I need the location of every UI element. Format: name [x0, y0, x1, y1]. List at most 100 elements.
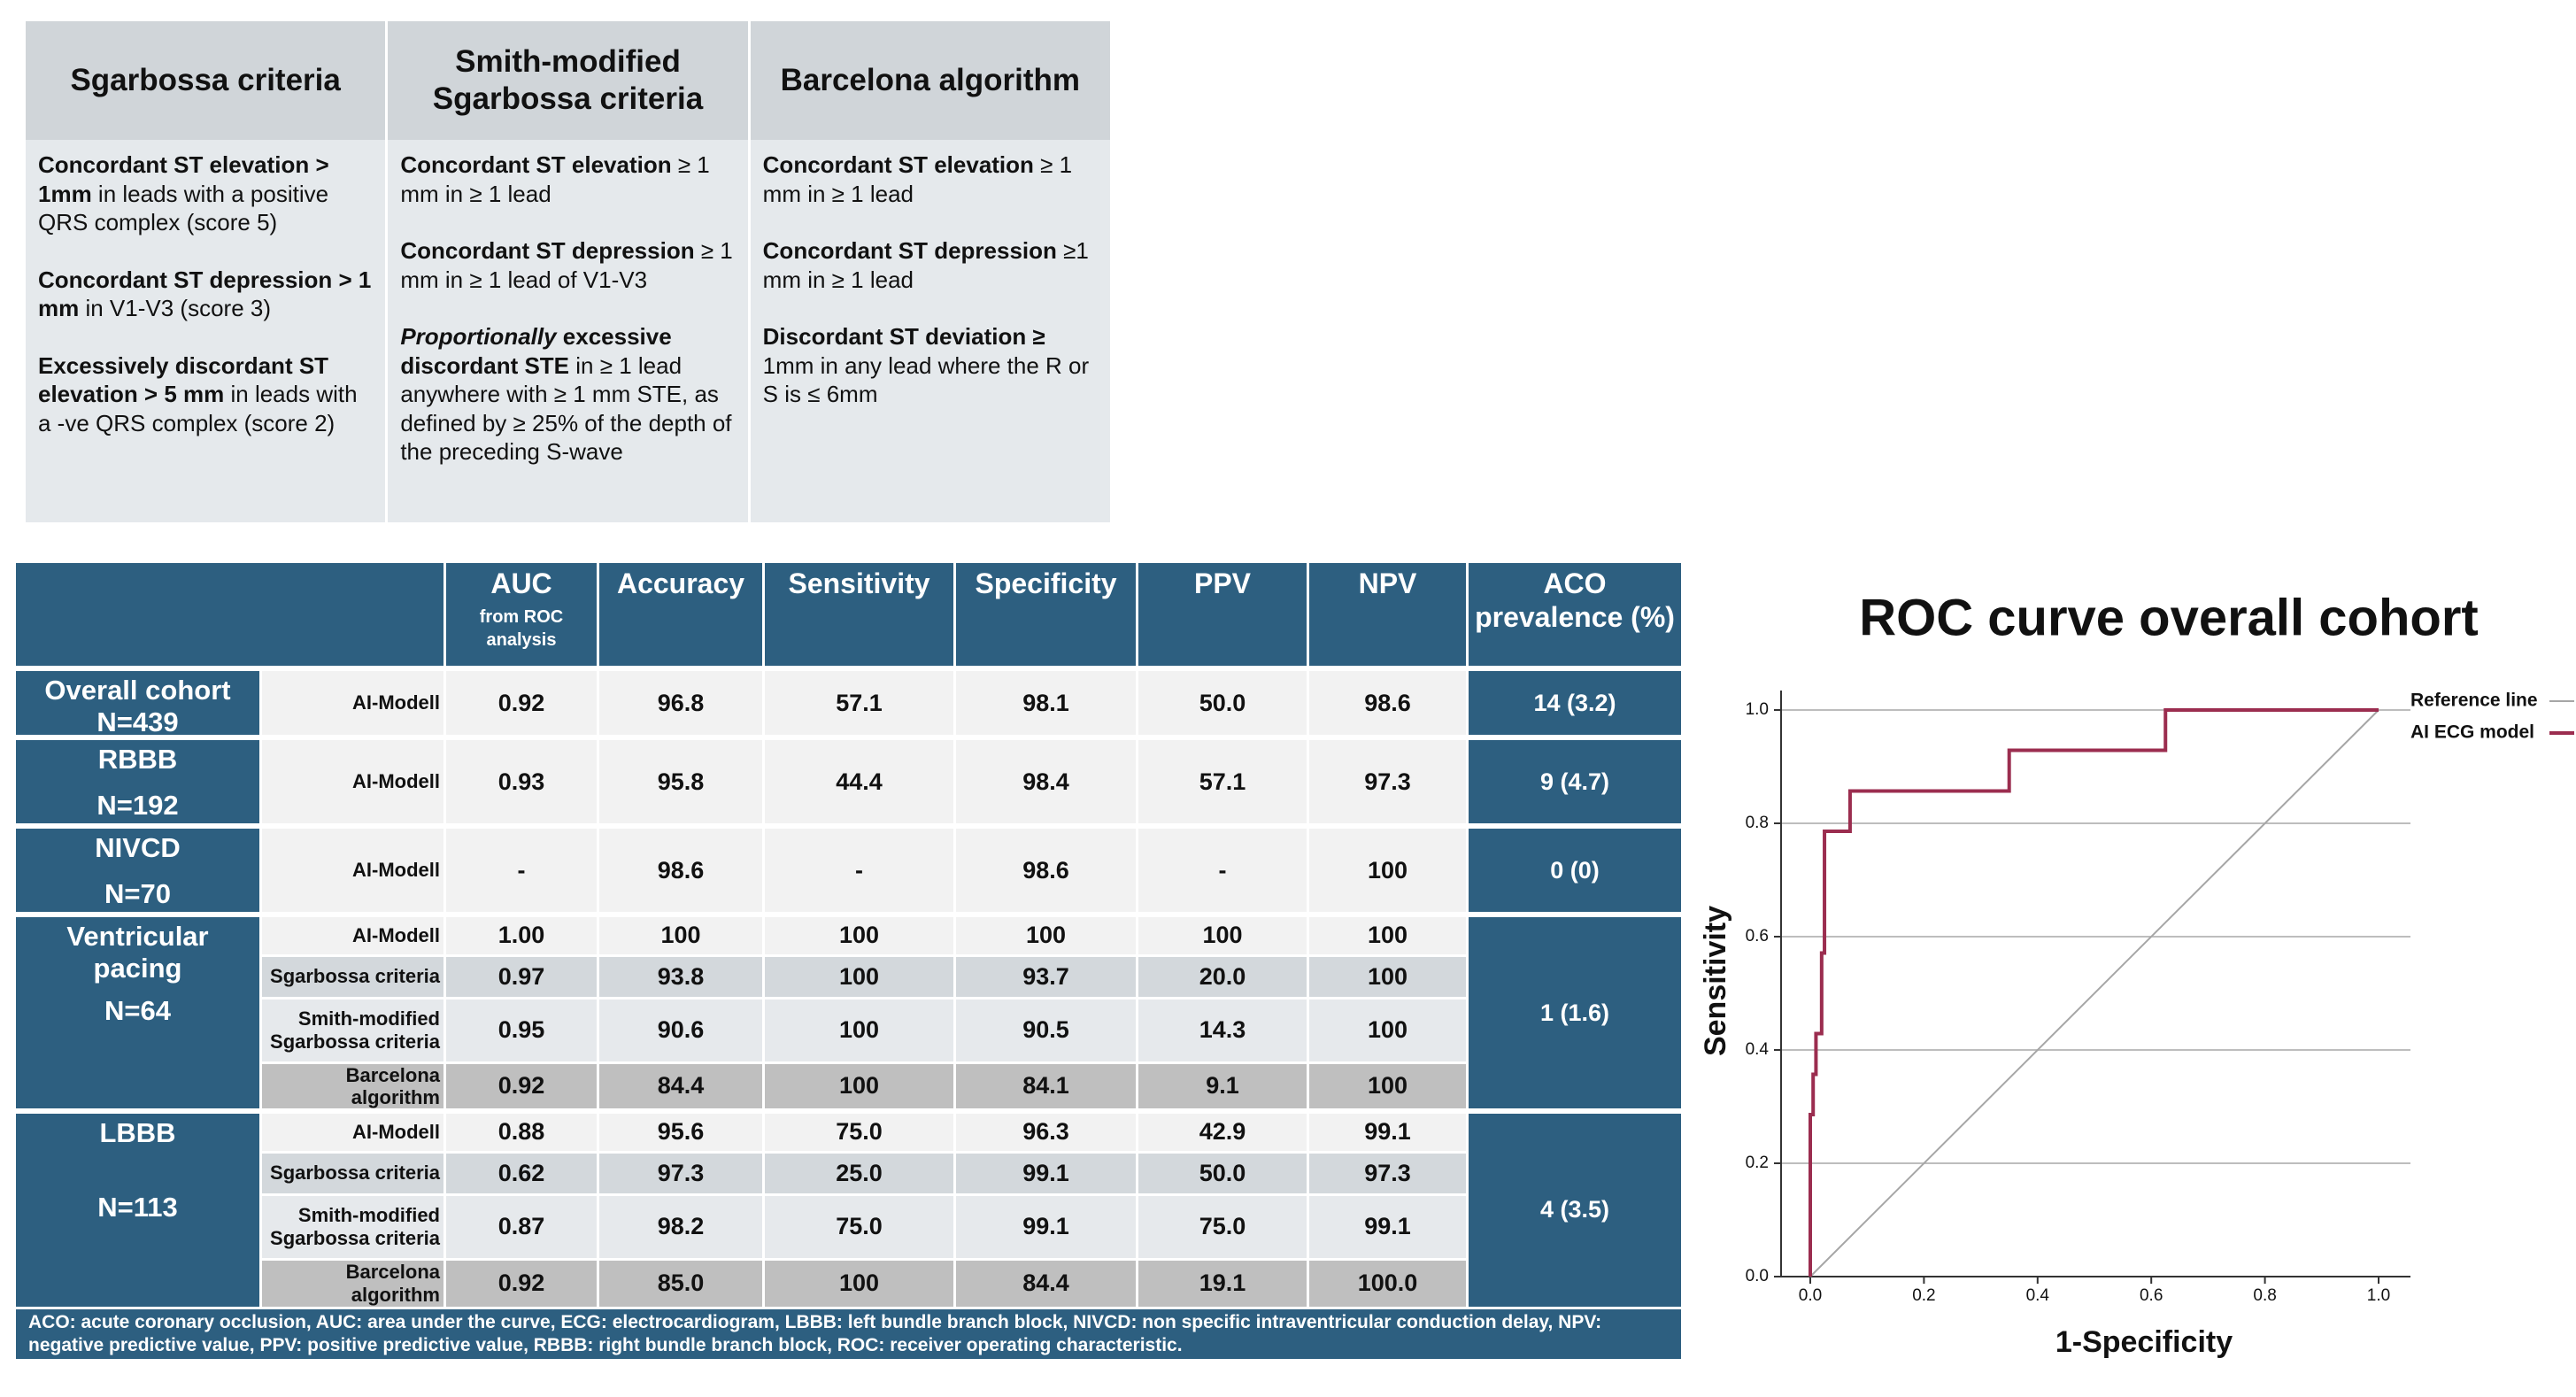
value-cell: 100.0 [1307, 1257, 1469, 1309]
value-cell: 97.3 [1307, 735, 1469, 828]
column-header: Specificity [953, 560, 1138, 670]
prevalence-cell: 1 (1.6) [1466, 911, 1684, 1113]
roc-line [1809, 708, 2379, 1277]
value-cell: 57.1 [762, 666, 956, 739]
column-title: Sensitivity [788, 567, 930, 599]
column-header: NPV [1307, 560, 1469, 670]
results-row: RBBB N=192 AI-Modell 0.93 95.8 44.4 98.4 57.1 97… [13, 735, 1684, 828]
criterion-text: Concordant ST elevation [762, 151, 1034, 178]
value-cell: 98.6 [1307, 666, 1469, 739]
value-cell: 19.1 [1136, 1257, 1309, 1309]
value-cell: 14.3 [1136, 996, 1309, 1064]
criterion-text: Concordant ST depression [400, 237, 695, 264]
criteria-cell: Concordant ST elevation ≥ 1 mm in ≥ 1 le… [747, 140, 1114, 522]
criteria-header: Sgarbossa criteria [22, 21, 389, 140]
method-cell: Sgarbossa criteria [259, 953, 446, 1000]
y-tick-label: 0.8 [1746, 814, 1769, 832]
value-cell: 20.0 [1136, 953, 1309, 1000]
value-cell: 75.0 [762, 1192, 956, 1261]
value-cell: 100 [762, 1061, 956, 1113]
x-tick-label: 0.2 [1912, 1286, 1935, 1305]
results-row: Barcelona algorithm 0.92 84.4 100 84.1 9.1 100 [15, 1061, 1683, 1113]
value-cell: 75.0 [1136, 1192, 1309, 1261]
value-cell: 100 [1307, 1061, 1469, 1113]
value-cell: 97.3 [1307, 1150, 1469, 1196]
results-row: Barcelona algorithm 0.92 85.0 100 84.4 19.1 10… [15, 1257, 1683, 1309]
value-cell: 84.4 [953, 1257, 1138, 1309]
group-n: N=192 [96, 790, 179, 822]
criterion-text: in ≥ 1 lead anywhere with ≥ 1 mm STE, as… [400, 351, 732, 466]
value-cell: 0.92 [443, 1061, 599, 1113]
value-cell: 0.92 [443, 1257, 599, 1309]
criterion: Concordant ST depression > 1 mm in V1-V3… [38, 266, 373, 323]
results-header-row: AUC from ROC analysis Accuracy Sensitivity S… [13, 560, 1684, 670]
method-cell: Smith-modified Sgarbossa criteria [259, 996, 446, 1064]
value-cell: 90.6 [597, 996, 765, 1064]
roc-chart: ROC curve overall cohort 1-Specificity S… [1699, 589, 2574, 1359]
group-cell: Overall cohort N=439 [13, 666, 262, 739]
group-box: Ventricular pacing N=64 [19, 921, 256, 1027]
results-row: Sgarbossa criteria 0.62 97.3 25.0 99.1 50.0 97… [15, 1150, 1683, 1196]
value-cell: 100 [1307, 912, 1469, 957]
criterion-text: Excessively discordant ST elevation > 5 … [38, 351, 329, 408]
criterion-text: Concordant ST depression > 1 mm [38, 266, 372, 322]
value-cell: - [443, 823, 599, 916]
y-tick-label: 1.0 [1746, 700, 1769, 719]
criterion-text: ≥ 1 mm in ≥ 1 lead [762, 151, 1073, 207]
prevalence-cell: 0 (0) [1466, 823, 1684, 916]
criterion-text: in V1-V3 (score 3) [79, 295, 271, 321]
criterion: Concordant ST depression ≥1 mm in ≥ 1 le… [763, 236, 1098, 294]
prevalence-cell: 9 (4.7) [1466, 735, 1684, 828]
method-cell: Sgarbossa criteria [259, 1150, 446, 1196]
footnote-row: ACO: acute coronary occlusion, AUC: area… [13, 1306, 1684, 1362]
value-cell: 99.1 [1307, 1108, 1469, 1154]
criterion: Discordant ST deviation ≥ 1mm in any lea… [763, 322, 1098, 409]
value-cell: 93.8 [597, 953, 765, 1000]
column-header: Accuracy [597, 560, 765, 670]
group-name: RBBB [97, 744, 178, 775]
criterion-text: 1mm in any lead where the R or S is ≤ 6m… [762, 351, 1090, 408]
y-tick-label: 0.6 [1746, 927, 1769, 945]
method-cell: Smith-modified Sgarbossa criteria [259, 1192, 446, 1261]
prevalence-cell: 14 (3.2) [1466, 666, 1684, 739]
value-cell: 57.1 [1136, 735, 1309, 828]
value-cell: 0.92 [443, 666, 599, 739]
results-row: NIVCD N=70 AI-Modell -98.6-98.6-100 0 (0) [13, 823, 1684, 916]
value-cell: 84.1 [953, 1061, 1138, 1113]
value-cell: 99.1 [953, 1150, 1138, 1196]
value-cell: 100 [1307, 953, 1469, 1000]
criterion-text: Concordant ST depression [762, 237, 1057, 264]
results-table: AUC from ROC analysis Accuracy Sensitivity S… [13, 560, 1684, 1362]
criterion: Proportionally excessive discordant STE … [400, 322, 735, 467]
value-cell: 98.4 [953, 735, 1138, 828]
criterion-text: in leads with a positive QRS complex (sc… [38, 180, 329, 236]
value-cell: 98.6 [597, 823, 765, 916]
column-header: PPV [1136, 560, 1309, 670]
value-cell: 0.95 [443, 996, 599, 1064]
value-cell: 100 [762, 1257, 956, 1309]
value-cell: 100 [762, 953, 956, 1000]
value-cell: 98.1 [953, 666, 1138, 739]
value-cell: 0.97 [443, 953, 599, 1000]
group-n: N=70 [104, 878, 171, 910]
criterion: Concordant ST depression ≥ 1 mm in ≥ 1 l… [400, 236, 735, 294]
group-cell: Ventricular pacing N=64 [13, 911, 262, 1113]
method-cell: AI-Modell [259, 823, 446, 916]
results-row: LBBB N=113 AI-Modell 0.88 95.6 75.0 96.3 42.9 99… [13, 1108, 1684, 1309]
value-cell: 98.2 [597, 1192, 765, 1261]
value-cell: 95.6 [597, 1108, 765, 1154]
value-cell: 96.3 [953, 1108, 1138, 1154]
column-header: Sensitivity [762, 560, 956, 670]
value-cell: 0.87 [443, 1192, 599, 1261]
value-cell: - [1136, 823, 1309, 916]
criterion-text: ≥ 1 mm in ≥ 1 lead [400, 151, 710, 207]
x-tick-label: 0.0 [1799, 1286, 1822, 1305]
group-box: RBBB N=192 [19, 744, 256, 822]
value-cell: 0.93 [443, 735, 599, 828]
value-cell: 75.0 [762, 1108, 956, 1154]
roc-line [1809, 709, 2379, 1277]
value-cell: 100 [597, 912, 765, 957]
method-cell: AI-Modell [259, 735, 446, 828]
value-cell: 98.6 [953, 823, 1138, 916]
x-tick-label: 0.4 [2026, 1286, 2050, 1305]
